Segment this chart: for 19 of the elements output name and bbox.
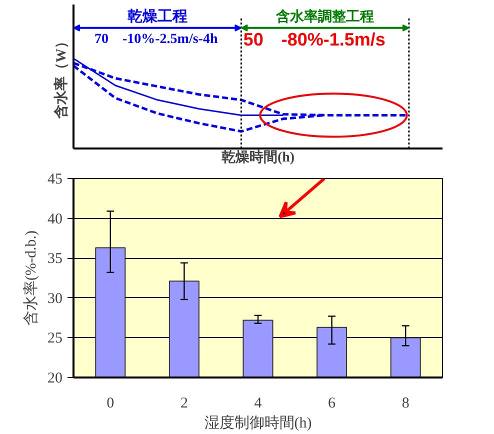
y-axis-title: 含水率（W） bbox=[52, 34, 70, 120]
text: 含水率調整工程 bbox=[275, 8, 374, 26]
x-tick-label: 8 bbox=[402, 396, 410, 412]
x-tick-label: 4 bbox=[254, 396, 262, 412]
y-tick-label: 45 bbox=[48, 172, 62, 188]
x-tick-label: 6 bbox=[328, 396, 336, 412]
y-tick-label: 25 bbox=[48, 330, 62, 347]
y-tick-label: 40 bbox=[48, 211, 62, 228]
y-tick-label: 20 bbox=[48, 370, 62, 386]
x-tick-label: 2 bbox=[180, 396, 188, 412]
text: 70 -10%-2.5m/s-4h bbox=[94, 32, 218, 47]
y-axis-title: 含水率(%-d.b.) bbox=[22, 230, 40, 326]
x-tick-label: 0 bbox=[106, 396, 114, 412]
y-tick-label: 35 bbox=[48, 251, 62, 268]
text: 乾燥工程 bbox=[127, 8, 188, 26]
x-axis-title: 乾燥時間(h) bbox=[221, 150, 295, 166]
y-tick-label: 30 bbox=[48, 290, 62, 307]
text: 50 -80%-1.5m/s bbox=[243, 30, 386, 50]
x-axis-title: 湿度制御時間(h) bbox=[204, 414, 312, 432]
